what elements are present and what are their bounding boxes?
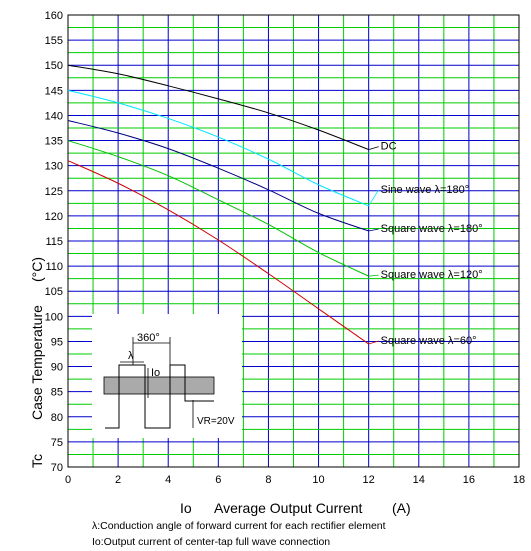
x-tick-label: 8 [265, 474, 271, 486]
series-leader-3 [368, 274, 379, 277]
x-tick-label: 4 [165, 474, 171, 486]
series-leader-2 [368, 228, 379, 232]
y-tick-label: 160 [45, 10, 63, 22]
series-leader-0 [368, 146, 379, 150]
y-tick-label: 95 [51, 336, 63, 348]
series-layer [67, 64, 369, 345]
x-axis-unit: (A) [392, 500, 411, 516]
x-axis-symbol: Io [180, 500, 192, 516]
grid [68, 15, 519, 467]
y-tick-label: 105 [45, 286, 63, 298]
y-tick-label: 120 [45, 211, 63, 223]
series-label-4: Square wave λ=60° [381, 335, 477, 347]
y-tick-label: 75 [51, 437, 63, 449]
x-tick-label: 0 [65, 474, 71, 486]
y-tick-label: 110 [45, 261, 63, 273]
footnote-lambda: λ:Conduction angle of forward current fo… [92, 520, 386, 532]
y-tick-label: 90 [51, 362, 63, 374]
x-tick-label: 16 [463, 474, 475, 486]
y-tick-label: 135 [45, 136, 63, 148]
y-tick-label: 140 [45, 110, 63, 122]
footnote-io: Io:Output current of center-tap full wav… [92, 536, 331, 548]
y-tick-label: 130 [45, 161, 63, 173]
series-label-1: Sine wave λ=180° [381, 184, 469, 196]
series-label-3: Square wave λ=120° [381, 269, 483, 281]
series-line-0 [67, 64, 369, 151]
inset-current-label: Io [151, 367, 160, 379]
inset-band [103, 376, 215, 395]
x-tick-label: 6 [215, 474, 221, 486]
plot-frame [67, 14, 520, 468]
series-line-4 [67, 160, 369, 345]
y-tick-label: 70 [51, 462, 63, 474]
series-label-2: Square wave λ=180° [381, 223, 483, 235]
waveform-inset: 360° λ Io VR=20V [92, 314, 242, 438]
inset-waveform [105, 364, 214, 429]
x-axis-title: Average Output Current [214, 500, 362, 516]
y-axis-unit: (°C) [29, 257, 45, 282]
y-tick-label: 80 [51, 412, 63, 424]
x-tick-label: 12 [363, 474, 375, 486]
y-axis-symbol: Tc [29, 454, 45, 468]
series-label-0: DC [381, 141, 397, 153]
series-line-1 [67, 89, 369, 207]
inset-box [92, 314, 242, 438]
y-tick-label: 115 [45, 236, 63, 248]
x-tick-label: 2 [115, 474, 121, 486]
inset-voltage-label: VR=20V [197, 416, 235, 427]
x-tick-label: 18 [513, 474, 525, 486]
x-tick-label: 10 [312, 474, 324, 486]
y-axis-title: Case Temperature [29, 305, 45, 420]
x-tick-label: 14 [413, 474, 425, 486]
y-tick-label: 155 [45, 35, 63, 47]
x-axis-ticks: 0 2 4 6 8 10 12 14 16 18 [65, 474, 525, 486]
y-tick-label: 85 [51, 387, 63, 399]
series-line-3 [67, 140, 369, 277]
y-axis-ticks: 70 75 80 85 90 95 100 105 110 115 120 125 130 135 140 1… [45, 10, 63, 474]
series-labels: DC Sine wave λ=180° Square wave λ=180° Squa… [368, 141, 483, 347]
series-line-2 [67, 119, 369, 232]
series-leader-1 [368, 189, 380, 207]
y-tick-label: 145 [45, 85, 63, 97]
series-leader-4 [368, 340, 379, 345]
y-tick-label: 100 [45, 311, 63, 323]
inset-period-label: 360° [137, 332, 160, 344]
y-tick-label: 125 [45, 186, 63, 198]
y-tick-label: 150 [45, 60, 63, 72]
inset-lambda-label: λ [128, 350, 134, 362]
